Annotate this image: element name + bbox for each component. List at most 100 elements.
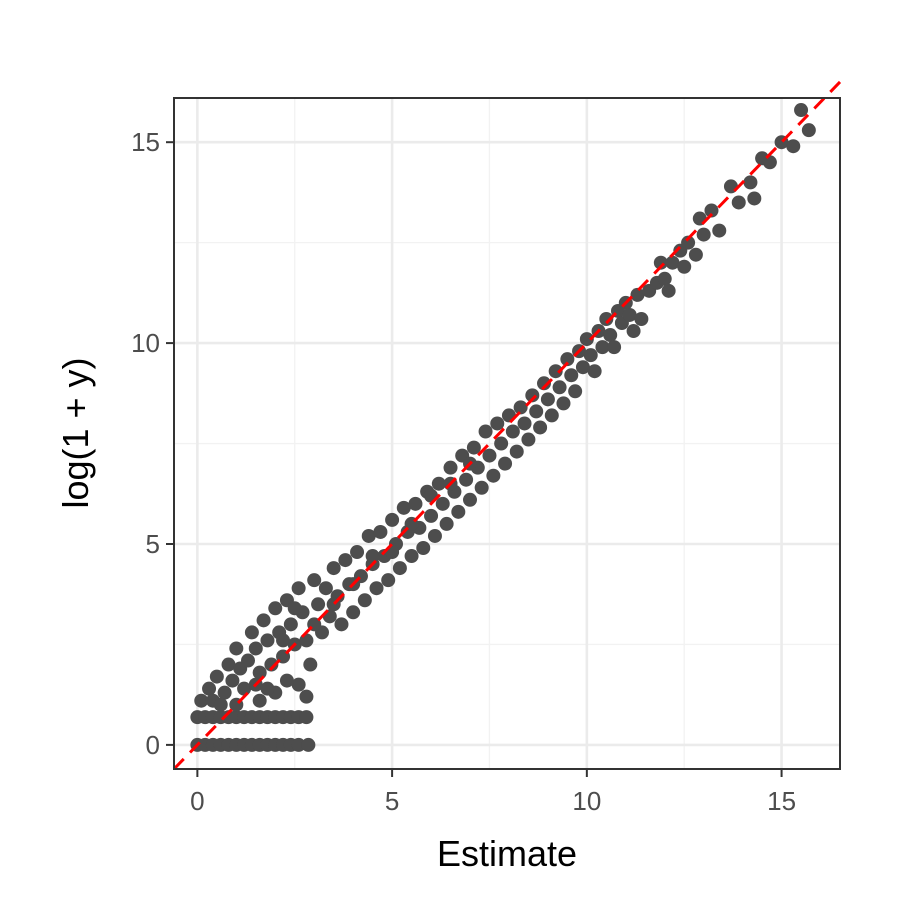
data-point (392, 561, 407, 576)
data-point (521, 432, 536, 447)
data-point (427, 528, 442, 543)
data-point (287, 601, 302, 616)
data-point (369, 581, 384, 596)
x-tick-label: 5 (385, 786, 399, 816)
data-point (463, 492, 477, 507)
data-point (385, 512, 400, 527)
data-point (229, 641, 244, 656)
data-point (318, 581, 333, 596)
data-point (373, 524, 388, 539)
data-point (237, 681, 252, 696)
data-point (494, 436, 509, 451)
data-point (603, 328, 618, 343)
data-point (404, 549, 419, 564)
data-point (424, 508, 439, 523)
data-point (634, 311, 649, 326)
data-point (544, 408, 559, 423)
data-point (696, 227, 711, 242)
data-point (474, 480, 489, 495)
data-point (443, 460, 458, 475)
data-point (595, 340, 610, 355)
data-point (291, 581, 306, 596)
data-point (431, 476, 446, 491)
data-point (264, 657, 279, 672)
data-point (283, 617, 298, 632)
data-point (202, 681, 217, 696)
data-point (466, 440, 481, 455)
data-point (338, 553, 353, 568)
y-tick-label: 0 (146, 730, 160, 760)
data-point (291, 677, 306, 692)
data-point (525, 388, 540, 403)
data-point (439, 516, 454, 531)
y-axis: 0 5 10 15 (131, 127, 174, 760)
data-point (786, 139, 801, 154)
data-point (529, 404, 544, 419)
data-point (653, 255, 668, 270)
y-axis-title: log(1 + y) (55, 357, 96, 508)
data-point (334, 617, 349, 632)
data-point (435, 496, 450, 511)
data-point (326, 561, 341, 576)
data-point (217, 685, 232, 700)
data-point (801, 123, 816, 138)
data-point (260, 681, 275, 696)
data-point (517, 416, 532, 431)
data-point (478, 424, 493, 439)
data-point (704, 203, 719, 218)
data-point (350, 545, 365, 560)
data-point (490, 416, 505, 431)
data-point (560, 352, 575, 367)
data-point (213, 697, 228, 712)
data-point (381, 573, 396, 588)
data-point (622, 307, 637, 322)
data-point (346, 605, 361, 620)
data-point (194, 693, 209, 708)
data-point (498, 456, 513, 471)
data-point (299, 710, 314, 725)
data-point (630, 287, 645, 302)
y-tick-label: 15 (131, 127, 160, 157)
x-axis: 0 5 10 15 (190, 769, 796, 816)
data-point (260, 633, 275, 648)
data-point (486, 468, 501, 483)
x-tick-label: 0 (190, 786, 204, 816)
data-point (365, 549, 380, 564)
data-point (743, 175, 758, 190)
data-point (416, 541, 431, 556)
data-point (665, 255, 680, 270)
data-point (712, 223, 727, 238)
data-point (568, 384, 583, 399)
data-point (361, 528, 376, 543)
data-point (552, 380, 567, 395)
data-point (408, 496, 423, 511)
data-point (307, 573, 322, 588)
data-point (681, 235, 696, 250)
data-point (599, 311, 614, 326)
data-point (482, 448, 497, 463)
data-point (505, 424, 520, 439)
data-point (731, 195, 746, 210)
data-point (268, 601, 283, 616)
data-point (533, 420, 548, 435)
x-tick-label: 10 (572, 786, 601, 816)
data-point (537, 376, 551, 391)
data-point (396, 500, 411, 515)
data-point (556, 396, 571, 411)
data-point (540, 392, 555, 407)
y-tick-label: 10 (131, 328, 160, 358)
data-point (794, 103, 809, 118)
grid (174, 98, 840, 769)
data-point (747, 191, 762, 206)
data-point (548, 364, 563, 379)
x-axis-title: Estimate (437, 833, 577, 874)
data-point (677, 259, 692, 274)
data-point (303, 657, 318, 672)
data-point (575, 360, 590, 375)
data-point (459, 472, 474, 487)
plot-border (173, 97, 841, 770)
data-point (256, 613, 271, 628)
data-point (626, 324, 641, 339)
data-point (661, 283, 676, 298)
